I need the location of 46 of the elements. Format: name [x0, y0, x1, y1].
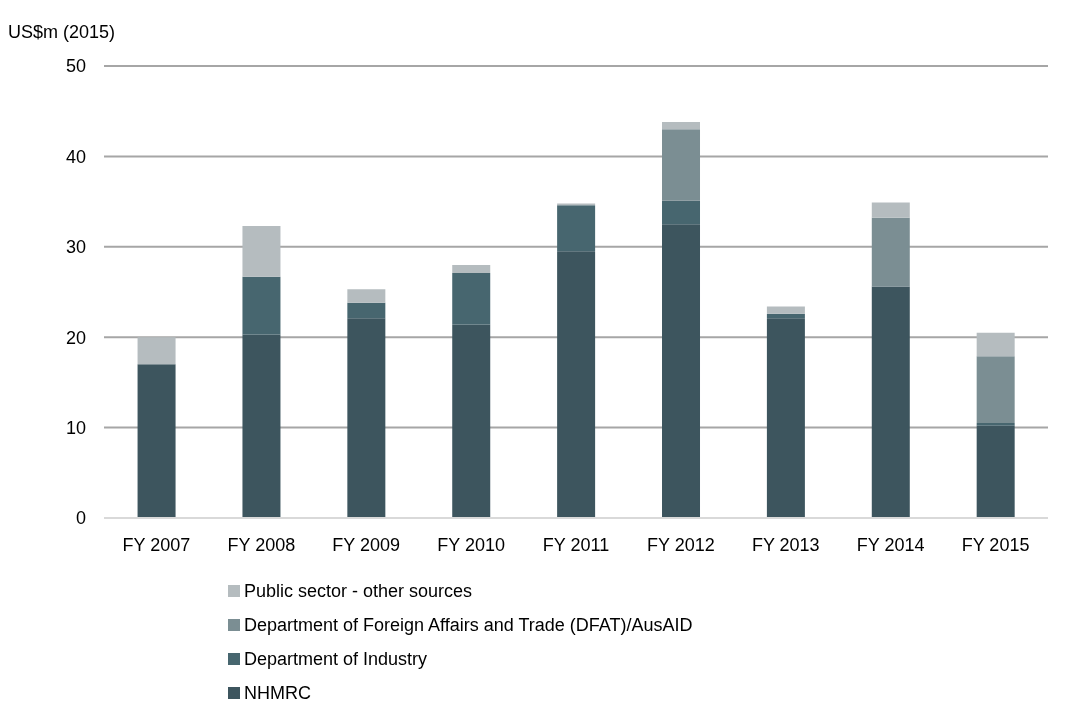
- y-tick-label: 10: [65, 417, 86, 438]
- bar: [662, 122, 701, 130]
- legend-label: Department of Industry: [244, 648, 428, 670]
- bar: [766, 306, 805, 314]
- bar: [137, 337, 176, 365]
- bar: [662, 224, 701, 518]
- bar: [347, 302, 386, 319]
- bar: [242, 276, 281, 335]
- bar: [976, 423, 1015, 426]
- bar: [242, 226, 281, 277]
- x-tick-label: FY 2015: [961, 534, 1030, 555]
- x-tick-label: FY 2012: [647, 534, 715, 555]
- x-tick-label: FY 2007: [122, 534, 191, 555]
- y-tick-label: 20: [65, 327, 86, 348]
- bar: [242, 334, 281, 518]
- x-tick-label: FY 2009: [332, 534, 401, 555]
- bar: [137, 364, 176, 518]
- bar: [871, 202, 910, 218]
- y-tick-label: 0: [75, 508, 86, 529]
- bar: [871, 286, 910, 518]
- x-tick-label: FY 2008: [227, 534, 296, 555]
- x-tick-label: FY 2010: [437, 534, 505, 555]
- bar: [662, 200, 701, 225]
- bar: [452, 264, 491, 274]
- bar: [557, 205, 596, 252]
- legend-label: NHMRC: [244, 682, 311, 704]
- x-tick-label: FY 2011: [542, 534, 610, 555]
- x-tick-label: FY 2014: [856, 534, 925, 555]
- bar: [976, 332, 1015, 357]
- y-tick-label: 30: [65, 237, 86, 258]
- x-tick-label: FY 2013: [751, 534, 820, 555]
- bar: [976, 425, 1015, 518]
- y-tick-label: 40: [65, 146, 86, 167]
- bar: [871, 217, 910, 287]
- y-tick-label: 50: [65, 56, 86, 77]
- y-axis-title: US$m (2015): [8, 22, 116, 43]
- bar: [452, 324, 491, 518]
- bar: [662, 129, 701, 201]
- bar: [452, 273, 491, 325]
- bar: [347, 289, 386, 303]
- legend-label: Department of Foreign Affairs and Trade (DFAT)/AusAID: [244, 614, 693, 636]
- bar: [766, 318, 805, 518]
- bar: [976, 356, 1015, 424]
- bar: [557, 251, 596, 518]
- legend-label: Public sector - other sources: [244, 580, 473, 602]
- bar: [347, 318, 386, 518]
